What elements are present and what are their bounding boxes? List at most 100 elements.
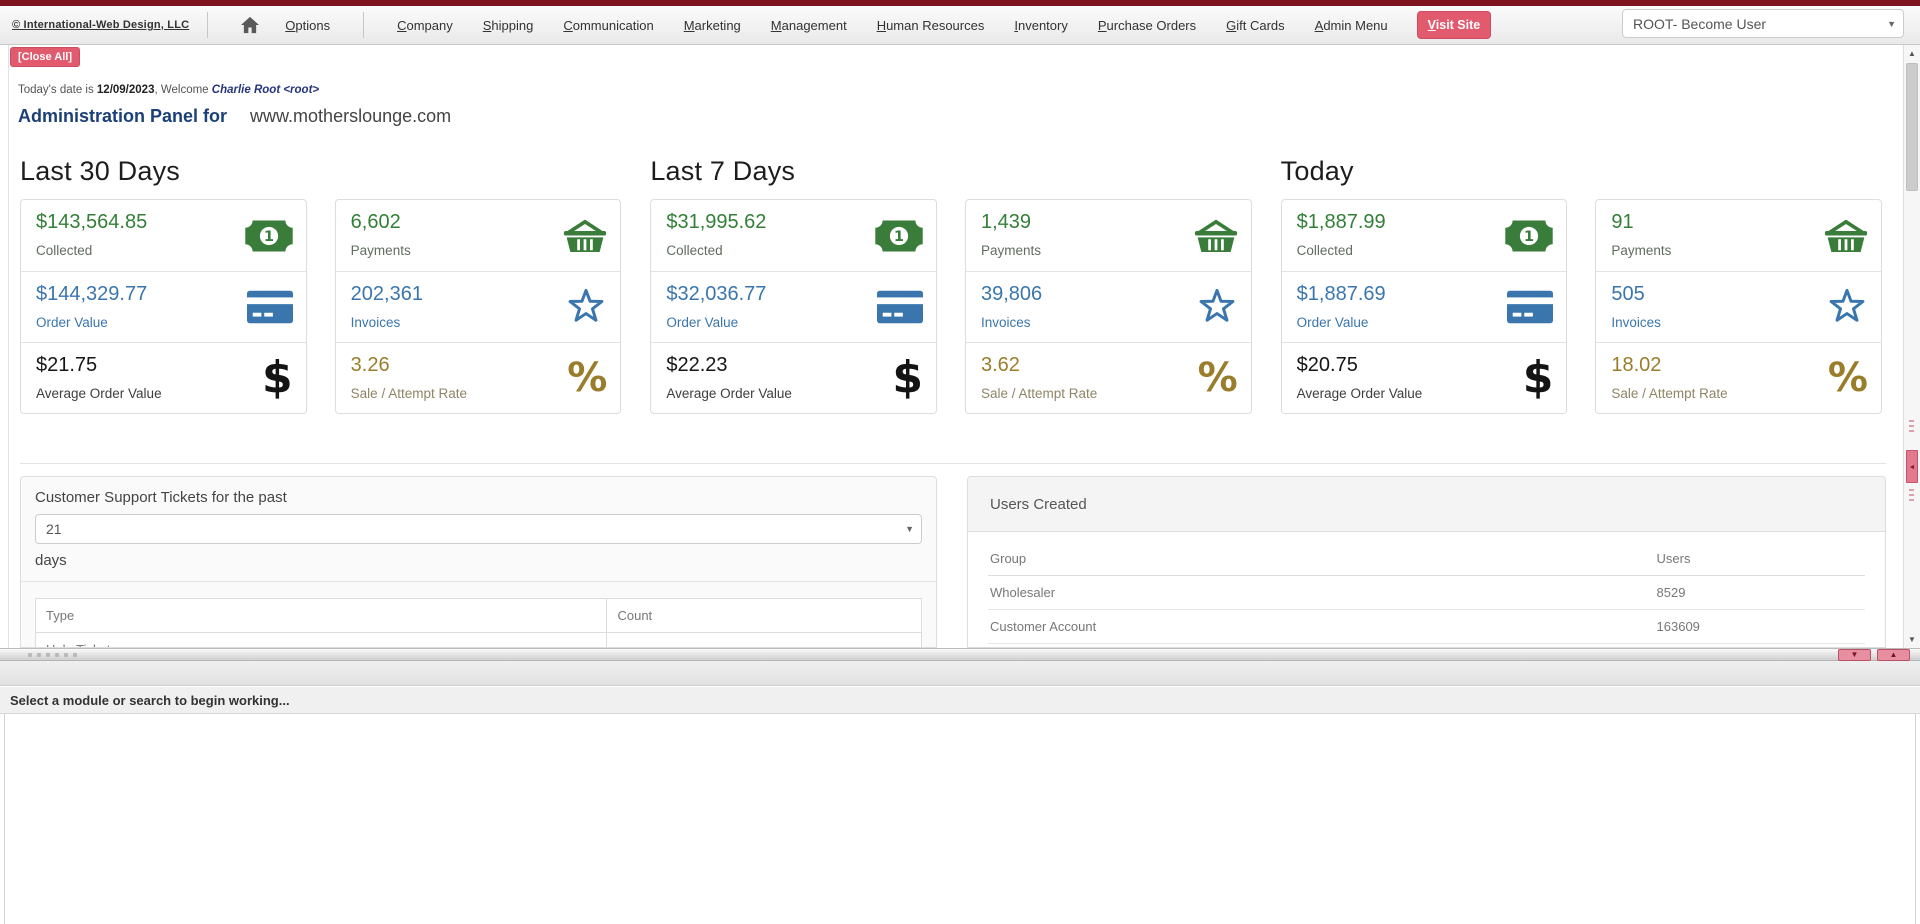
basket-icon (563, 219, 607, 253)
tickets-table: Type Count Help Ticket (34, 598, 922, 647)
welcome-prefix: Today's date is (18, 84, 97, 96)
users-created-title: Users Created (968, 477, 1885, 532)
money-bill-icon: 1 (1498, 212, 1561, 259)
credit-card-icon (1507, 290, 1554, 324)
star-icon (1826, 287, 1868, 327)
stat-sale-attempt-rate: 18.02 Sale / Attempt Rate % (1596, 342, 1881, 413)
horizontal-splitter[interactable]: ▼ ▲ (0, 648, 1920, 661)
column-header-group: Group (988, 542, 1655, 576)
tickets-days-select-wrap: 21 ▼ (35, 514, 922, 544)
stat-collected: $1,887.99 Collected 1 (1282, 200, 1567, 271)
money-stats-card: $143,564.85 Collected 1 $144,329.77 Orde… (20, 199, 307, 414)
count-stats-card: 91 Payments 505 Invoices 18.02 Sale / At… (1595, 199, 1882, 414)
users-count-cell: 8529 (1654, 575, 1865, 610)
support-tickets-title: Customer Support Tickets for the past (35, 489, 287, 506)
stat-average-order-value: $20.75 Average Order Value $ (1281, 342, 1567, 413)
close-all-button[interactable]: [Close All] (10, 47, 80, 67)
workspace-header-bar (0, 661, 1920, 686)
splitter-expand-button[interactable]: ▲ (1877, 649, 1910, 661)
nav-item-inventory[interactable]: Inventory (1014, 17, 1068, 33)
group-heading: Last 30 Days (20, 156, 180, 186)
scrollbar-highlight-marker[interactable]: ◄ (1906, 450, 1918, 483)
stat-collected: $143,564.85 Collected 1 (21, 200, 306, 271)
credit-card-icon (246, 290, 293, 324)
nav-item-gift-cards[interactable]: Gift Cards (1226, 17, 1285, 33)
nav-item-purchase-orders[interactable]: Purchase Orders (1097, 17, 1197, 33)
support-tickets-panel: Customer Support Tickets for the past 21… (20, 476, 937, 648)
basket-icon (1194, 219, 1238, 253)
workspace-message: Select a module or search to begin worki… (0, 687, 1920, 714)
money-bill-icon: 1 (868, 212, 930, 259)
become-user-select[interactable]: ROOT- Become User (1622, 9, 1904, 38)
section-divider (20, 463, 1886, 464)
stats-group-today: Today $1,887.99 Collected 1 $1,887.69 Or… (1280, 156, 1882, 414)
admin-panel-heading: Administration Panel for www.mothersloun… (18, 106, 451, 127)
vertical-scrollbar[interactable]: ▲ ◄ ▼ (1903, 45, 1920, 648)
column-header-count: Count (606, 598, 922, 633)
stat-invoices: 39,806 Invoices (966, 271, 1251, 342)
nav-item-admin-menu[interactable]: Admin Menu (1314, 17, 1388, 33)
users-count-cell: 163609 (1654, 609, 1865, 644)
home-icon[interactable] (240, 16, 260, 34)
table-row: Help Ticket (34, 632, 922, 647)
content-left-border (8, 45, 9, 648)
nav-item-communication[interactable]: Communication (563, 17, 654, 33)
top-accent-bar (0, 0, 1920, 6)
splitter-grip (28, 653, 77, 657)
svg-text:1: 1 (894, 228, 904, 245)
page-title: Administration Panel for (18, 106, 228, 126)
stat-payments: 1,439 Payments (966, 200, 1251, 271)
site-link[interactable]: www.motherslounge.com (250, 106, 452, 126)
stat-invoices: 505 Invoices (1596, 271, 1881, 342)
money-stats-card: $31,995.62 Collected 1 $32,036.77 Order … (650, 199, 937, 414)
stat-average-order-value: $22.23 Average Order Value $ (651, 342, 936, 413)
stats-section: Last 30 Days $143,564.85 Collected 1 $14… (20, 156, 1882, 414)
nav-item-shipping[interactable]: Shipping (482, 17, 534, 33)
nav-divider (363, 12, 365, 38)
welcome-mid: , Welcome (154, 84, 212, 96)
welcome-line: Today's date is 12/09/2023, Welcome Char… (18, 84, 319, 96)
stat-collected: $31,995.62 Collected 1 (651, 200, 936, 271)
workspace-area[interactable] (4, 714, 1916, 924)
stat-order-value: $144,329.77 Order Value (21, 271, 306, 342)
column-header-type: Type (34, 598, 608, 633)
credit-card-icon (877, 290, 923, 324)
svg-text:1: 1 (264, 228, 274, 245)
nav-item-company[interactable]: Company (397, 17, 453, 33)
stat-payments: 6,602 Payments (336, 200, 621, 271)
stat-order-value: $32,036.77 Order Value (651, 271, 936, 342)
group-heading: Today (1280, 156, 1354, 186)
star-icon (565, 287, 607, 327)
users-table: Group Users Wholesaler 8529 Customer Acc… (988, 542, 1865, 644)
money-stats-card: $1,887.99 Collected 1 $1,887.69 Order Va… (1280, 199, 1568, 414)
stat-invoices: 202,361 Invoices (335, 271, 621, 342)
scrollbar-thumb[interactable] (1906, 63, 1918, 191)
nav-item-management[interactable]: Management (770, 17, 847, 33)
stat-sale-attempt-rate: 3.26 Sale / Attempt Rate % (335, 342, 621, 413)
nav-item-options[interactable]: Options (285, 17, 331, 33)
stat-payments: 91 Payments (1596, 200, 1881, 271)
days-label: days (35, 552, 67, 569)
become-user-select-wrap: ROOT- Become User ▼ (1622, 9, 1904, 38)
ticket-count-cell (606, 632, 922, 647)
scroll-up-arrow[interactable]: ▲ (1908, 49, 1916, 58)
basket-icon (1824, 219, 1868, 253)
ticket-type-cell: Help Ticket (34, 632, 608, 647)
table-row: Customer Account 163609 (988, 609, 1865, 644)
scrollbar-marks (1909, 420, 1914, 432)
scroll-down-arrow[interactable]: ▼ (1908, 635, 1916, 644)
table-row: Wholesaler 8529 (988, 575, 1865, 610)
count-stats-card: 6,602 Payments 202,361 Invoices 3.26 Sal… (334, 199, 622, 414)
company-logo-link[interactable]: © International-Web Design, LLC (12, 19, 190, 31)
tickets-days-select[interactable]: 21 (35, 514, 922, 544)
main-navbar: © International-Web Design, LLC Options … (0, 6, 1920, 45)
splitter-collapse-button[interactable]: ▼ (1838, 649, 1871, 661)
current-user: Charlie Root <root> (211, 84, 320, 96)
users-created-panel: Users Created Group Users Wholesaler 852… (967, 476, 1886, 648)
nav-item-human-resources[interactable]: Human Resources (876, 17, 985, 33)
nav-divider (207, 12, 209, 38)
nav-item-marketing[interactable]: Marketing (683, 17, 741, 33)
stat-average-order-value: $21.75 Average Order Value $ (21, 342, 306, 413)
visit-site-button[interactable]: Visit Site (1416, 11, 1492, 39)
money-bill-icon: 1 (237, 212, 300, 259)
